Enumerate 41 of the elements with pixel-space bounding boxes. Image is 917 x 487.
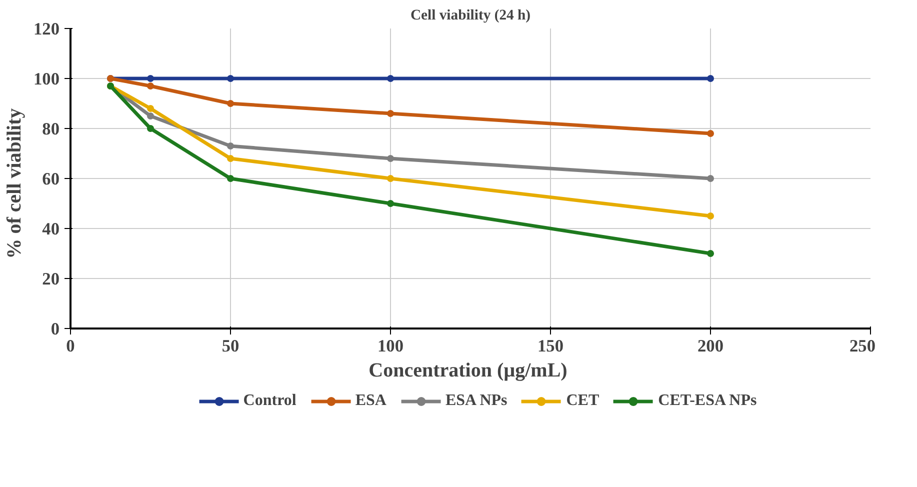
y-axis-title: % of cell viability: [4, 108, 26, 259]
x-tick-label: 50: [222, 336, 240, 356]
point: [707, 130, 714, 137]
x-tick-label: 0: [66, 336, 75, 356]
point: [147, 75, 154, 82]
point: [387, 110, 394, 117]
x-tick-label: 150: [538, 336, 564, 356]
point: [387, 175, 394, 182]
point: [707, 75, 714, 82]
point: [227, 75, 234, 82]
legend-label: ESA: [355, 392, 386, 410]
x-tick-label: 100: [378, 336, 404, 356]
point: [147, 105, 154, 112]
y-tick-label: 80: [42, 120, 60, 138]
point: [227, 155, 234, 162]
legend-label: CET-ESA NPs: [658, 392, 757, 410]
point: [387, 155, 394, 162]
y-tick-label: 120: [34, 20, 60, 38]
y-tick-label: 20: [42, 270, 60, 288]
legend-label: Control: [243, 392, 296, 410]
x-axis-title: Concentration (µg/mL): [368, 360, 568, 382]
legend-label: CET: [566, 392, 600, 410]
y-tick-label: 60: [42, 170, 60, 188]
point: [707, 175, 714, 182]
point: [227, 142, 234, 150]
point: [227, 175, 234, 182]
point: [707, 212, 714, 220]
point: [227, 100, 234, 107]
point: [387, 75, 394, 82]
y-tick-label: 0: [50, 320, 60, 338]
y-tick-label: 100: [34, 70, 60, 88]
point: [147, 125, 154, 132]
x-tick-label: 250: [850, 336, 876, 356]
chart-title: Cell viability (24 h): [410, 8, 531, 24]
x-tick-label: 200: [698, 336, 724, 356]
y-tick-label: 40: [42, 220, 60, 238]
point: [387, 200, 394, 207]
legend-label: ESA NPs: [445, 392, 508, 410]
point: [147, 112, 154, 120]
point: [707, 250, 714, 257]
point: [147, 82, 154, 90]
